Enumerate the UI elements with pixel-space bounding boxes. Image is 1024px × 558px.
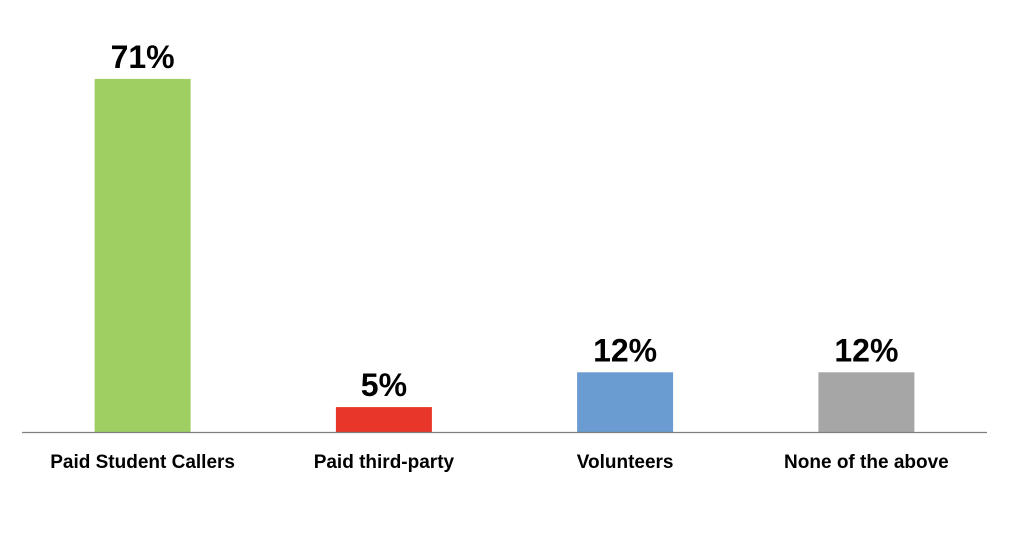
- data-label-1: 5%: [361, 367, 407, 403]
- bar-3: [818, 372, 915, 432]
- x-tick-label-2: Volunteers: [577, 452, 674, 473]
- data-label-2: 12%: [593, 332, 657, 368]
- x-tick-label-3: None of the above: [784, 452, 949, 473]
- data-label-3: 12%: [834, 332, 898, 368]
- bars-group: [94, 78, 915, 433]
- x-tick-label-0: Paid Student Callers: [50, 452, 235, 473]
- bar-2: [577, 372, 674, 432]
- data-labels-group: 71% 5% 12% 12%: [111, 39, 899, 403]
- data-label-0: 71%: [111, 39, 175, 75]
- x-tick-label-1: Paid third-party: [314, 452, 455, 473]
- bar-0: [94, 78, 191, 433]
- bar-1: [335, 407, 432, 432]
- x-tick-labels-group: Paid Student Callers Paid third-party Volu…: [50, 452, 949, 473]
